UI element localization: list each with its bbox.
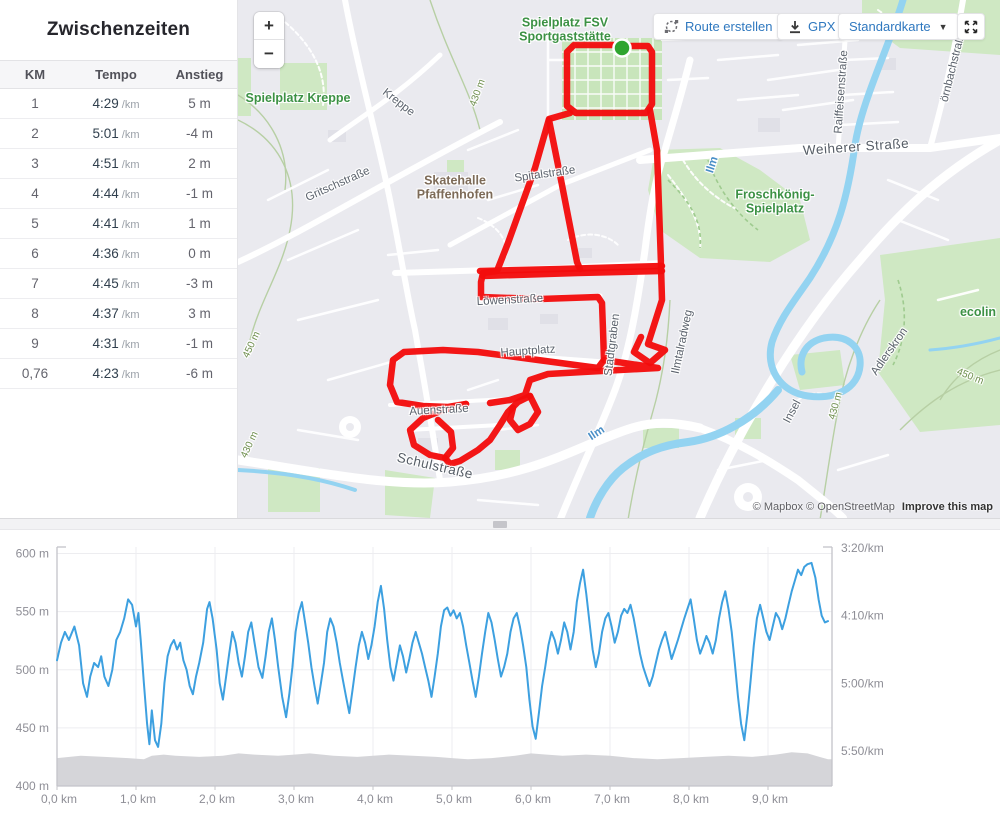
left-axis-tick: 600 m xyxy=(16,547,49,561)
splits-rows: 1 4:29 /km 5 m 2 5:01 /km -4 m 3 4:51 /km 2 m 4 4:… xyxy=(0,89,237,389)
map-parks xyxy=(238,0,1000,518)
table-row[interactable]: 7 4:45 /km -3 m xyxy=(0,269,237,299)
table-row[interactable]: 9 4:31 /km -1 m xyxy=(0,329,237,359)
left-axis-tick: 550 m xyxy=(16,605,49,619)
scrollbar-thumb[interactable] xyxy=(493,521,507,528)
download-icon xyxy=(790,20,800,33)
horizontal-scrollbar[interactable] xyxy=(0,518,1000,530)
table-row[interactable]: 5 4:41 /km 1 m xyxy=(0,209,237,239)
create-route-label: Route erstellen xyxy=(685,19,773,34)
contour-lines xyxy=(238,0,1000,518)
col-tempo: Tempo xyxy=(95,67,137,82)
left-axis-tick: 500 m xyxy=(16,663,49,677)
right-axis-tick: 3:20/km xyxy=(841,541,884,555)
route-icon xyxy=(664,20,679,33)
x-axis-tick: 7,0 km xyxy=(594,792,630,806)
table-row[interactable]: 3 4:51 /km 2 m xyxy=(0,149,237,179)
activity-top-section: Zwischenzeiten KM Tempo Anstieg 1 4:29 /k… xyxy=(0,0,1000,518)
park-paths xyxy=(667,159,906,366)
elevation-pace-chart[interactable]: 600 m 550 m 500 m 450 m 400 m 3:20/km 4:10/km 5… xyxy=(0,530,1000,818)
table-row[interactable]: 2 5:01 /km -4 m xyxy=(0,119,237,149)
map-canvas[interactable] xyxy=(238,0,1000,518)
gpx-label: GPX xyxy=(808,19,836,34)
right-axis-tick: 4:10/km xyxy=(841,609,884,623)
map-container[interactable]: Spielplatz FSV Sportgaststätte Spielplatz… xyxy=(238,0,1000,518)
x-axis-tick: 4,0 km xyxy=(357,792,393,806)
splits-header: KM Tempo Anstieg xyxy=(0,60,237,89)
start-marker xyxy=(612,38,632,58)
chart-canvas[interactable]: 600 m 550 m 500 m 450 m 400 m 3:20/km 4:10/km 5… xyxy=(0,530,1000,818)
col-km: KM xyxy=(24,67,46,82)
col-anstieg: Anstieg xyxy=(175,67,224,82)
map-style-label: Standardkarte xyxy=(849,19,931,34)
mapbox-attribution-link[interactable]: © Mapbox xyxy=(752,501,803,513)
gpx-download-button[interactable]: GPX xyxy=(777,13,847,40)
x-axis-tick: 8,0 km xyxy=(673,792,709,806)
x-axis-tick: 2,0 km xyxy=(199,792,235,806)
create-route-button[interactable]: Route erstellen xyxy=(653,13,784,40)
x-axis-tick: 3,0 km xyxy=(278,792,314,806)
fullscreen-button[interactable] xyxy=(957,13,985,40)
table-row[interactable]: 4 4:44 /km -1 m xyxy=(0,179,237,209)
osm-attribution-link[interactable]: © OpenStreetMap xyxy=(806,501,895,513)
left-axis-tick: 450 m xyxy=(16,721,49,735)
right-axis-tick: 5:50/km xyxy=(841,744,884,758)
x-axis-tick: 9,0 km xyxy=(752,792,788,806)
zoom-out-button[interactable]: − xyxy=(254,40,284,68)
splits-panel: Zwischenzeiten KM Tempo Anstieg 1 4:29 /k… xyxy=(0,0,238,518)
map-style-dropdown[interactable]: Standardkarte ▼ xyxy=(838,13,959,40)
splits-title: Zwischenzeiten xyxy=(46,19,191,40)
river-ilm xyxy=(238,0,1000,518)
table-row[interactable]: 0,76 4:23 /km -6 m xyxy=(0,359,237,389)
table-row[interactable]: 8 4:37 /km 3 m xyxy=(0,299,237,329)
roundabouts xyxy=(339,416,762,511)
x-axis-tick: 5,0 km xyxy=(436,792,472,806)
fullscreen-icon xyxy=(964,20,978,33)
left-axis-tick: 400 m xyxy=(16,779,49,793)
x-axis-tick: 6,0 km xyxy=(515,792,551,806)
x-axis-tick: 1,0 km xyxy=(120,792,156,806)
map-attribution: © Mapbox © OpenStreetMap Improve this ma… xyxy=(753,501,993,513)
right-axis-tick: 5:00/km xyxy=(841,676,884,690)
chevron-down-icon: ▼ xyxy=(938,21,948,32)
table-row[interactable]: 6 4:36 /km 0 m xyxy=(0,239,237,269)
gps-route xyxy=(386,38,669,468)
table-row[interactable]: 1 4:29 /km 5 m xyxy=(0,89,237,119)
zoom-in-button[interactable]: + xyxy=(254,12,284,40)
elevation-area xyxy=(57,752,832,786)
map-zoom-control: + − xyxy=(254,12,284,68)
pace-line xyxy=(56,561,829,748)
sports-field xyxy=(562,38,662,120)
improve-map-link[interactable]: Improve this map xyxy=(901,501,993,513)
x-axis-tick: 0,0 km xyxy=(41,792,77,806)
